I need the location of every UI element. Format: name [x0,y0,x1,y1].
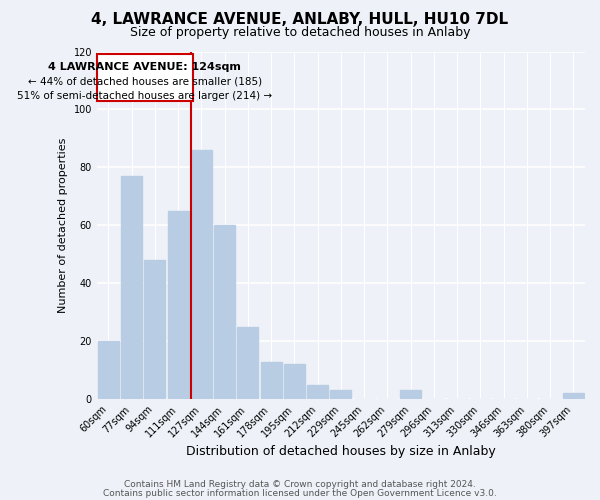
Text: 4 LAWRANCE AVENUE: 124sqm: 4 LAWRANCE AVENUE: 124sqm [49,62,241,72]
Bar [307,384,328,399]
Bar [331,390,352,399]
Text: 51% of semi-detached houses are larger (214) →: 51% of semi-detached houses are larger (… [17,90,272,101]
Bar [121,176,142,399]
Bar [563,394,584,399]
Text: ← 44% of detached houses are smaller (185): ← 44% of detached houses are smaller (18… [28,76,262,86]
Bar [168,211,188,399]
Text: 4, LAWRANCE AVENUE, ANLABY, HULL, HU10 7DL: 4, LAWRANCE AVENUE, ANLABY, HULL, HU10 7… [91,12,509,28]
Bar [98,341,119,399]
Text: Contains public sector information licensed under the Open Government Licence v3: Contains public sector information licen… [103,488,497,498]
FancyBboxPatch shape [97,54,193,101]
Bar [214,226,235,399]
X-axis label: Distribution of detached houses by size in Anlaby: Distribution of detached houses by size … [186,444,496,458]
Bar [145,260,166,399]
Y-axis label: Number of detached properties: Number of detached properties [58,138,68,313]
Bar [400,390,421,399]
Text: Contains HM Land Registry data © Crown copyright and database right 2024.: Contains HM Land Registry data © Crown c… [124,480,476,489]
Bar [191,150,212,399]
Bar [238,326,259,399]
Bar [261,362,281,399]
Bar [284,364,305,399]
Text: Size of property relative to detached houses in Anlaby: Size of property relative to detached ho… [130,26,470,39]
